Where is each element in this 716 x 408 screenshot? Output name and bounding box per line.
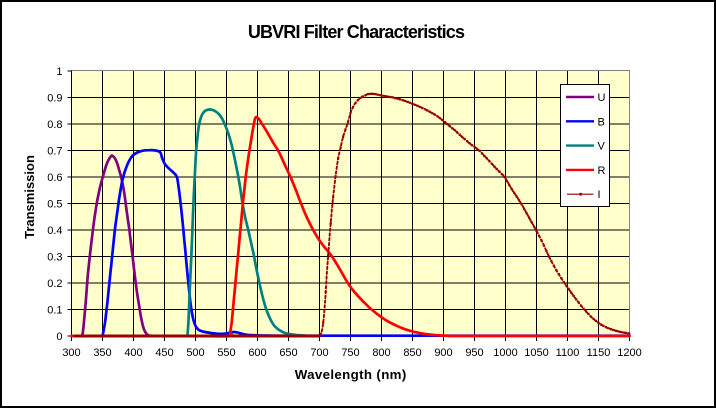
svg-text:0.8: 0.8: [47, 119, 62, 131]
svg-text:0.4: 0.4: [47, 225, 62, 237]
svg-text:600: 600: [248, 347, 266, 359]
svg-text:800: 800: [372, 347, 390, 359]
svg-text:R: R: [598, 165, 606, 177]
svg-text:1100: 1100: [556, 347, 580, 359]
svg-text:B: B: [598, 116, 605, 128]
svg-text:Transmission: Transmission: [22, 155, 37, 239]
svg-text:300: 300: [62, 347, 80, 359]
svg-text:0.3: 0.3: [47, 252, 62, 264]
svg-text:1200: 1200: [617, 347, 641, 359]
svg-text:1150: 1150: [587, 347, 611, 359]
svg-text:700: 700: [310, 347, 328, 359]
svg-text:0.5: 0.5: [47, 199, 62, 211]
svg-text:0: 0: [56, 331, 62, 343]
svg-text:500: 500: [186, 347, 204, 359]
svg-text:0.9: 0.9: [47, 93, 62, 105]
svg-text:I: I: [598, 189, 601, 201]
svg-text:750: 750: [341, 347, 359, 359]
svg-text:900: 900: [434, 347, 452, 359]
svg-text:850: 850: [403, 347, 421, 359]
svg-text:0.2: 0.2: [47, 278, 62, 290]
svg-text:550: 550: [217, 347, 235, 359]
svg-text:1000: 1000: [493, 347, 517, 359]
svg-text:650: 650: [279, 347, 297, 359]
svg-text:0.7: 0.7: [47, 146, 62, 158]
svg-text:V: V: [598, 141, 606, 153]
svg-text:400: 400: [124, 347, 142, 359]
svg-text:U: U: [598, 92, 606, 104]
svg-text:1: 1: [56, 66, 62, 78]
svg-text:Wavelength (nm): Wavelength (nm): [295, 367, 407, 382]
svg-text:0.1: 0.1: [47, 305, 62, 317]
svg-text:UBVRI Filter Characteristics: UBVRI Filter Characteristics: [248, 22, 465, 42]
svg-text:950: 950: [465, 347, 483, 359]
svg-text:0.6: 0.6: [47, 172, 62, 184]
svg-text:450: 450: [155, 347, 173, 359]
svg-text:1050: 1050: [524, 347, 548, 359]
svg-text:350: 350: [93, 347, 111, 359]
